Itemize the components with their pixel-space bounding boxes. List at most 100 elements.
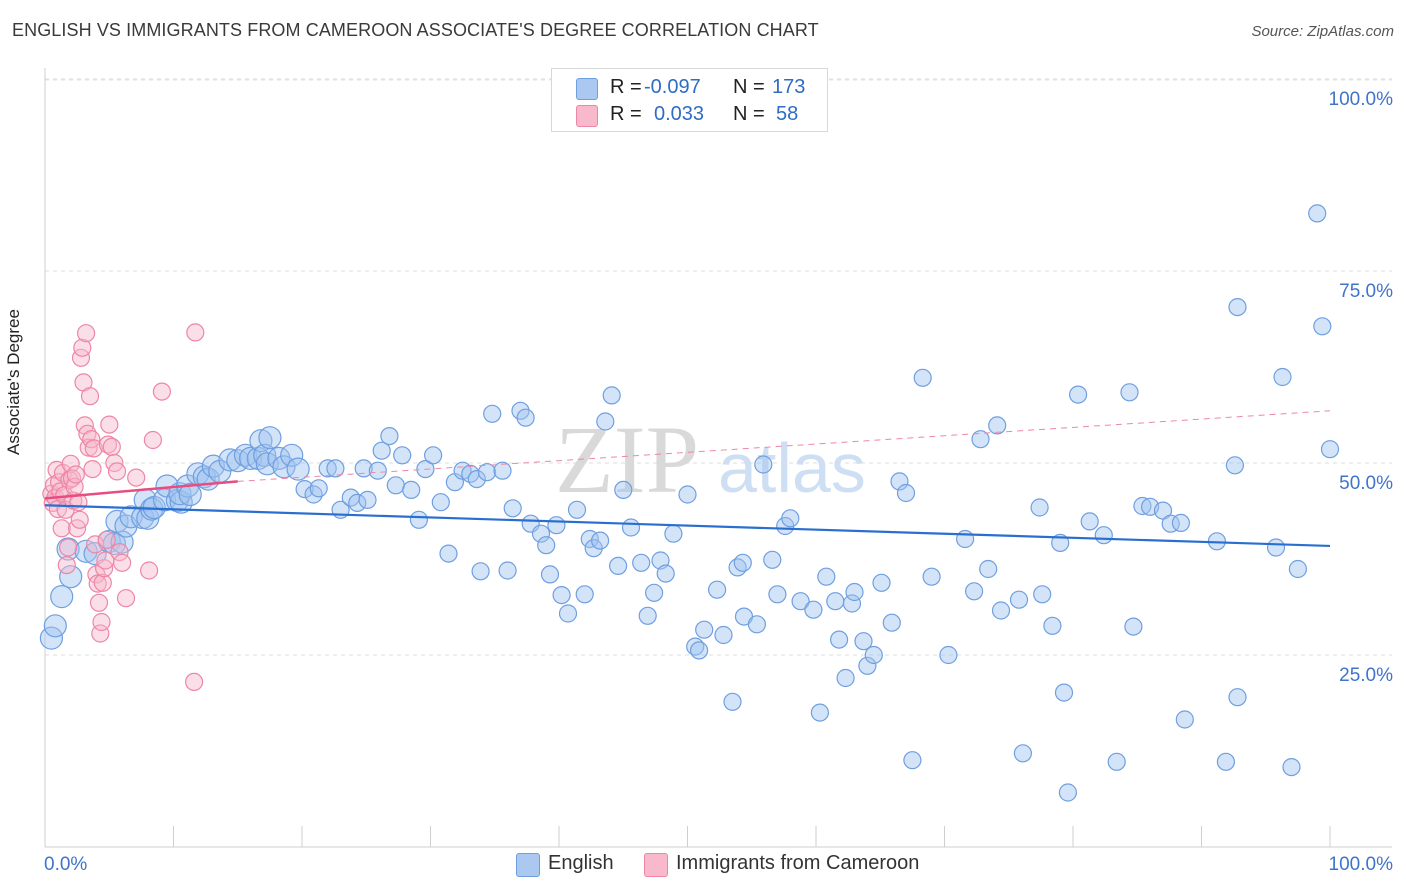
stats-legend: R = -0.097 N = 173 R = 0.033 N = 58 [551, 68, 828, 132]
r-value: -0.097 [644, 76, 701, 98]
cameroon-point [58, 538, 78, 557]
cameroon-point [57, 555, 76, 575]
cameroon-point [73, 338, 92, 357]
english-point [1107, 752, 1126, 771]
english-point [1009, 590, 1029, 609]
y-tick-label: 75.0% [1339, 281, 1393, 302]
english-point [1080, 512, 1099, 531]
english-point [119, 505, 143, 529]
axes [44, 68, 1392, 848]
n-value: 58 [776, 103, 799, 125]
english-point [854, 632, 873, 651]
english-point [424, 446, 443, 465]
cameroon-point [52, 519, 71, 538]
english-point [1043, 616, 1062, 635]
english-point [272, 455, 296, 479]
english-point [664, 524, 683, 543]
english-point [781, 509, 800, 528]
english-point [584, 539, 603, 558]
tick-labels: 25.0% 50.0% 75.0% 100.0% 0.0% 100.0% [44, 89, 1393, 875]
english-point [295, 480, 314, 499]
english-point [537, 536, 556, 555]
cameroon-point [94, 559, 114, 578]
english-point [707, 580, 727, 599]
english-point [178, 482, 202, 507]
cameroon-point [70, 510, 89, 529]
english-point [1058, 783, 1078, 802]
english-point [1068, 385, 1088, 404]
cameroon-point [97, 530, 116, 549]
english-point [498, 561, 517, 580]
cameroon-swatch [644, 853, 668, 877]
cameroon-point [89, 593, 109, 612]
english-point [754, 455, 773, 474]
english-point [249, 429, 273, 453]
english-point [991, 601, 1011, 620]
cameroon-point [116, 589, 136, 608]
source-label: Source: ZipAtlas.com [1251, 23, 1394, 40]
english-point [971, 430, 990, 449]
english-point [689, 641, 709, 660]
english-point [1282, 757, 1301, 777]
english-point [286, 457, 310, 481]
cameroon-point [186, 323, 205, 342]
english-trend-line [44, 504, 1331, 548]
cameroon-point [112, 553, 132, 572]
cameroon-point [107, 462, 127, 481]
english-point [804, 600, 823, 619]
english-point [608, 556, 628, 576]
english-point [431, 493, 450, 512]
english-point [1133, 496, 1152, 516]
english-point [1124, 617, 1143, 636]
english-point [614, 480, 633, 499]
legend-label-english: English [548, 852, 614, 874]
english-point [136, 506, 160, 530]
english-point [817, 567, 836, 586]
cameroon-point [83, 460, 102, 479]
english-point [845, 582, 864, 602]
cameroon-point [85, 535, 105, 554]
data-points [39, 204, 1340, 802]
english-point [842, 594, 862, 613]
english-point [547, 516, 566, 535]
english-point [638, 606, 657, 625]
english-point [678, 485, 697, 504]
english-point [253, 443, 277, 467]
english-point [1308, 204, 1327, 223]
english-point [483, 404, 502, 423]
english-point [348, 493, 367, 512]
legend-item-english[interactable]: English [516, 852, 626, 878]
n-label: N = [733, 76, 765, 98]
english-point [872, 573, 891, 592]
english-point [632, 553, 651, 572]
english-point [258, 426, 282, 450]
english-point [393, 446, 412, 465]
n-value: 173 [772, 76, 806, 98]
english-point [890, 472, 909, 491]
english-point [326, 459, 345, 478]
legend-row-cameroon: R = 0.033 N = 58 [576, 101, 816, 129]
english-point [1161, 514, 1180, 533]
english-point [1030, 498, 1049, 517]
cameroon-point [92, 612, 111, 632]
english-point [922, 567, 941, 586]
english-point [39, 626, 64, 650]
cameroon-point [143, 430, 162, 450]
legend-label-cameroon: Immigrants from Cameroon [676, 852, 920, 874]
english-point [558, 604, 578, 623]
english-point [409, 510, 428, 529]
english-point [354, 459, 373, 478]
english-point [309, 479, 328, 498]
english-point [368, 461, 387, 480]
english-point [386, 476, 405, 495]
english-point [50, 584, 74, 609]
english-point [567, 500, 587, 519]
english-point [467, 470, 486, 489]
english-point [602, 386, 621, 405]
r-value: 0.033 [654, 103, 705, 125]
english-point [896, 483, 916, 503]
cameroon-point [127, 468, 146, 487]
english-point [964, 582, 984, 601]
legend-item-cameroon[interactable]: Immigrants from Cameroon [644, 852, 934, 878]
x-tick-label-max: 100.0% [1329, 854, 1394, 875]
